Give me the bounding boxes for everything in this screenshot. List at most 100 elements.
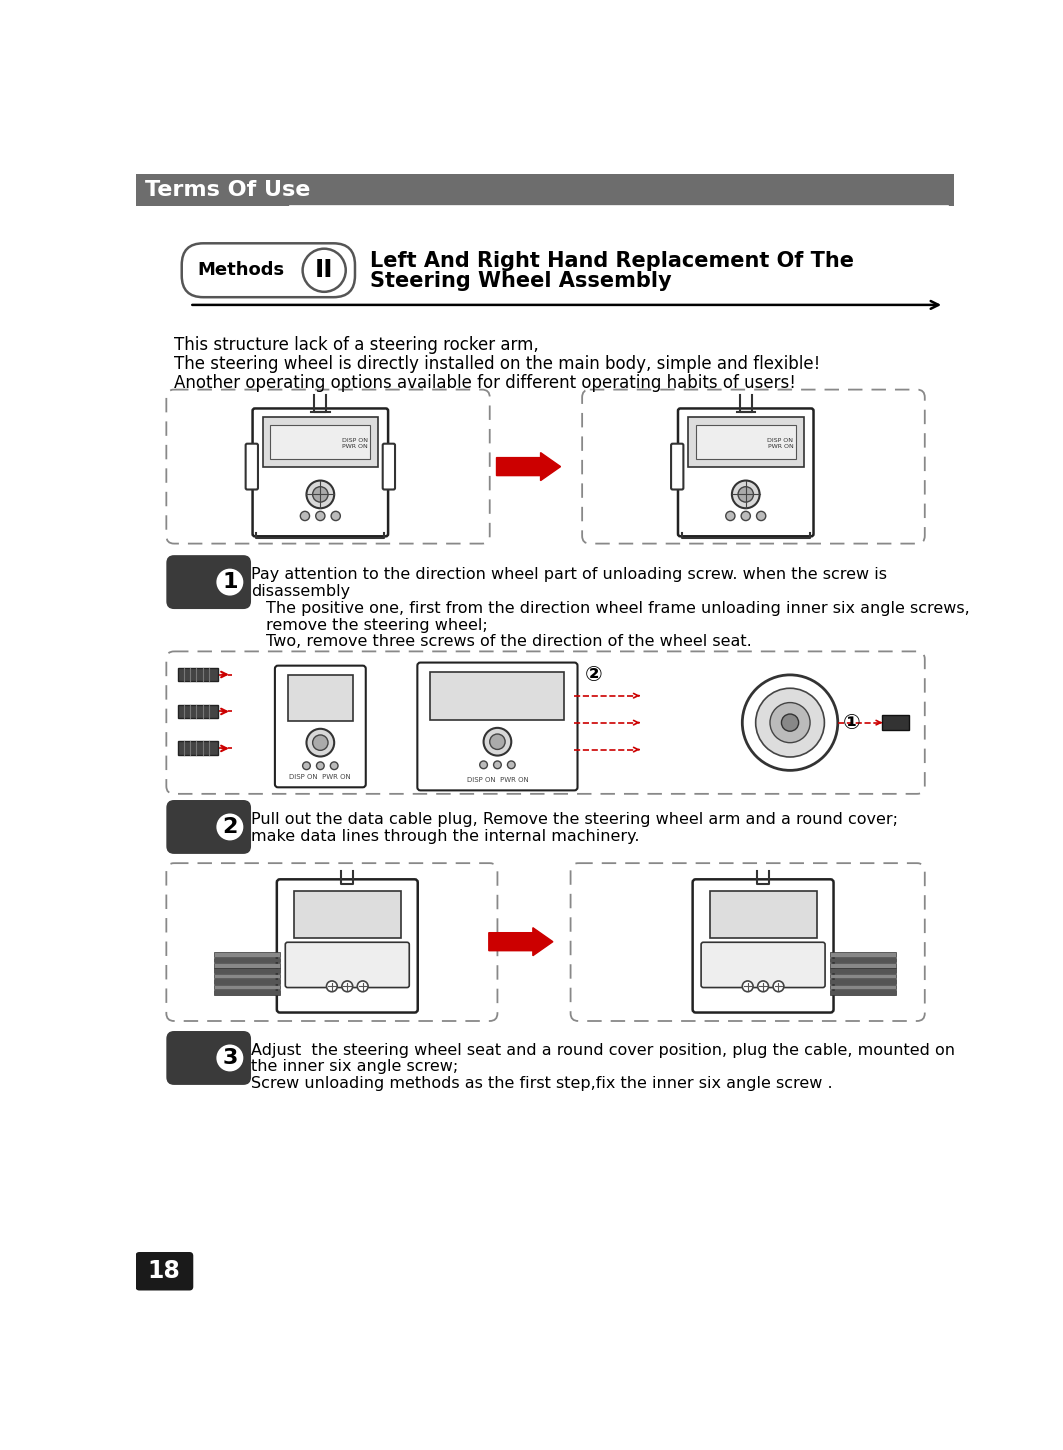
FancyBboxPatch shape bbox=[830, 969, 896, 973]
FancyBboxPatch shape bbox=[830, 953, 896, 957]
Text: II: II bbox=[315, 258, 334, 283]
Text: Pay attention to the direction wheel part of unloading screw. when the screw is: Pay attention to the direction wheel par… bbox=[251, 567, 887, 581]
Text: make data lines through the internal machinery.: make data lines through the internal mac… bbox=[251, 828, 640, 844]
FancyBboxPatch shape bbox=[882, 715, 909, 731]
Circle shape bbox=[493, 761, 502, 768]
FancyBboxPatch shape bbox=[166, 863, 497, 1021]
Circle shape bbox=[758, 982, 769, 992]
Circle shape bbox=[306, 480, 334, 509]
FancyBboxPatch shape bbox=[246, 444, 258, 490]
Text: disassembly: disassembly bbox=[251, 584, 350, 599]
Circle shape bbox=[331, 512, 340, 521]
Text: Terms Of Use: Terms Of Use bbox=[145, 180, 310, 200]
Circle shape bbox=[479, 761, 488, 768]
FancyBboxPatch shape bbox=[166, 1031, 251, 1085]
Text: remove the steering wheel;: remove the steering wheel; bbox=[267, 618, 488, 632]
FancyBboxPatch shape bbox=[830, 974, 896, 979]
Text: Pull out the data cable plug, Remove the steering wheel arm and a round cover;: Pull out the data cable plug, Remove the… bbox=[251, 812, 898, 826]
FancyArrow shape bbox=[496, 452, 560, 480]
Text: Screw unloading methods as the first step,fix the inner six angle screw .: Screw unloading methods as the first ste… bbox=[251, 1076, 832, 1092]
Circle shape bbox=[742, 674, 838, 770]
Text: the inner six angle screw;: the inner six angle screw; bbox=[251, 1060, 458, 1074]
Circle shape bbox=[303, 761, 310, 770]
FancyBboxPatch shape bbox=[263, 418, 378, 467]
FancyBboxPatch shape bbox=[178, 705, 218, 718]
FancyBboxPatch shape bbox=[215, 990, 280, 995]
Text: DISP ON
PWR ON: DISP ON PWR ON bbox=[342, 438, 368, 450]
Text: DISP ON
PWR ON: DISP ON PWR ON bbox=[767, 438, 793, 450]
FancyBboxPatch shape bbox=[571, 863, 925, 1021]
Circle shape bbox=[217, 813, 243, 841]
Circle shape bbox=[490, 734, 505, 750]
FancyBboxPatch shape bbox=[275, 666, 366, 787]
FancyBboxPatch shape bbox=[276, 879, 418, 1012]
FancyBboxPatch shape bbox=[215, 957, 280, 963]
Circle shape bbox=[217, 1044, 243, 1072]
FancyBboxPatch shape bbox=[178, 667, 218, 681]
FancyBboxPatch shape bbox=[702, 942, 825, 987]
Circle shape bbox=[507, 761, 516, 768]
FancyBboxPatch shape bbox=[688, 418, 804, 467]
Circle shape bbox=[217, 568, 243, 596]
FancyBboxPatch shape bbox=[285, 942, 409, 987]
FancyBboxPatch shape bbox=[583, 390, 925, 544]
Text: 2: 2 bbox=[222, 816, 237, 837]
Text: DISP ON  PWR ON: DISP ON PWR ON bbox=[289, 773, 351, 780]
Text: 3: 3 bbox=[222, 1048, 237, 1069]
Circle shape bbox=[326, 982, 337, 992]
Circle shape bbox=[316, 512, 325, 521]
Circle shape bbox=[303, 249, 345, 291]
FancyBboxPatch shape bbox=[270, 425, 370, 460]
Circle shape bbox=[313, 735, 328, 750]
FancyBboxPatch shape bbox=[136, 174, 955, 206]
Circle shape bbox=[484, 728, 511, 755]
Circle shape bbox=[313, 487, 328, 502]
Circle shape bbox=[732, 480, 760, 509]
Text: The steering wheel is directly installed on the main body, simple and flexible!: The steering wheel is directly installed… bbox=[174, 355, 821, 373]
Circle shape bbox=[331, 761, 338, 770]
Circle shape bbox=[781, 713, 798, 731]
Text: 1: 1 bbox=[222, 573, 238, 592]
FancyBboxPatch shape bbox=[693, 879, 833, 1012]
FancyArrow shape bbox=[489, 928, 553, 956]
Circle shape bbox=[357, 982, 368, 992]
Text: Methods: Methods bbox=[198, 261, 285, 280]
Text: Left And Right Hand Replacement Of The: Left And Right Hand Replacement Of The bbox=[370, 251, 855, 271]
Circle shape bbox=[317, 761, 324, 770]
FancyBboxPatch shape bbox=[215, 974, 280, 979]
FancyBboxPatch shape bbox=[215, 979, 280, 985]
Text: DISP ON  PWR ON: DISP ON PWR ON bbox=[467, 777, 528, 783]
Text: Steering Wheel Assembly: Steering Wheel Assembly bbox=[370, 271, 672, 291]
FancyBboxPatch shape bbox=[431, 671, 564, 721]
FancyBboxPatch shape bbox=[136, 1251, 193, 1290]
Text: Another operating options available for different operating habits of users!: Another operating options available for … bbox=[174, 374, 796, 392]
Text: ②: ② bbox=[585, 666, 603, 686]
Circle shape bbox=[301, 512, 309, 521]
FancyBboxPatch shape bbox=[215, 953, 280, 957]
FancyBboxPatch shape bbox=[166, 651, 925, 793]
Text: This structure lack of a steering rocker arm,: This structure lack of a steering rocker… bbox=[174, 336, 539, 354]
FancyBboxPatch shape bbox=[166, 390, 490, 544]
Circle shape bbox=[741, 512, 750, 521]
FancyBboxPatch shape bbox=[253, 409, 388, 536]
FancyBboxPatch shape bbox=[182, 244, 355, 297]
FancyBboxPatch shape bbox=[288, 674, 353, 721]
Text: 18: 18 bbox=[148, 1259, 181, 1283]
FancyBboxPatch shape bbox=[830, 990, 896, 995]
Circle shape bbox=[738, 487, 754, 502]
FancyBboxPatch shape bbox=[678, 409, 813, 536]
Circle shape bbox=[342, 982, 353, 992]
Circle shape bbox=[770, 703, 810, 742]
FancyBboxPatch shape bbox=[830, 985, 896, 989]
FancyBboxPatch shape bbox=[671, 444, 684, 490]
FancyBboxPatch shape bbox=[215, 963, 280, 967]
FancyBboxPatch shape bbox=[418, 663, 577, 790]
Circle shape bbox=[757, 512, 765, 521]
FancyBboxPatch shape bbox=[178, 741, 218, 755]
FancyBboxPatch shape bbox=[710, 890, 816, 938]
FancyBboxPatch shape bbox=[215, 985, 280, 989]
FancyBboxPatch shape bbox=[166, 555, 251, 609]
Text: The positive one, first from the direction wheel frame unloading inner six angle: The positive one, first from the directi… bbox=[267, 600, 971, 616]
Text: ①: ① bbox=[843, 712, 860, 732]
FancyBboxPatch shape bbox=[383, 444, 395, 490]
